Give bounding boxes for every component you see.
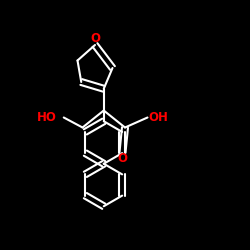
Text: O: O <box>117 152 127 165</box>
Text: O: O <box>90 32 100 44</box>
Text: OH: OH <box>149 111 169 124</box>
Text: HO: HO <box>37 111 57 124</box>
